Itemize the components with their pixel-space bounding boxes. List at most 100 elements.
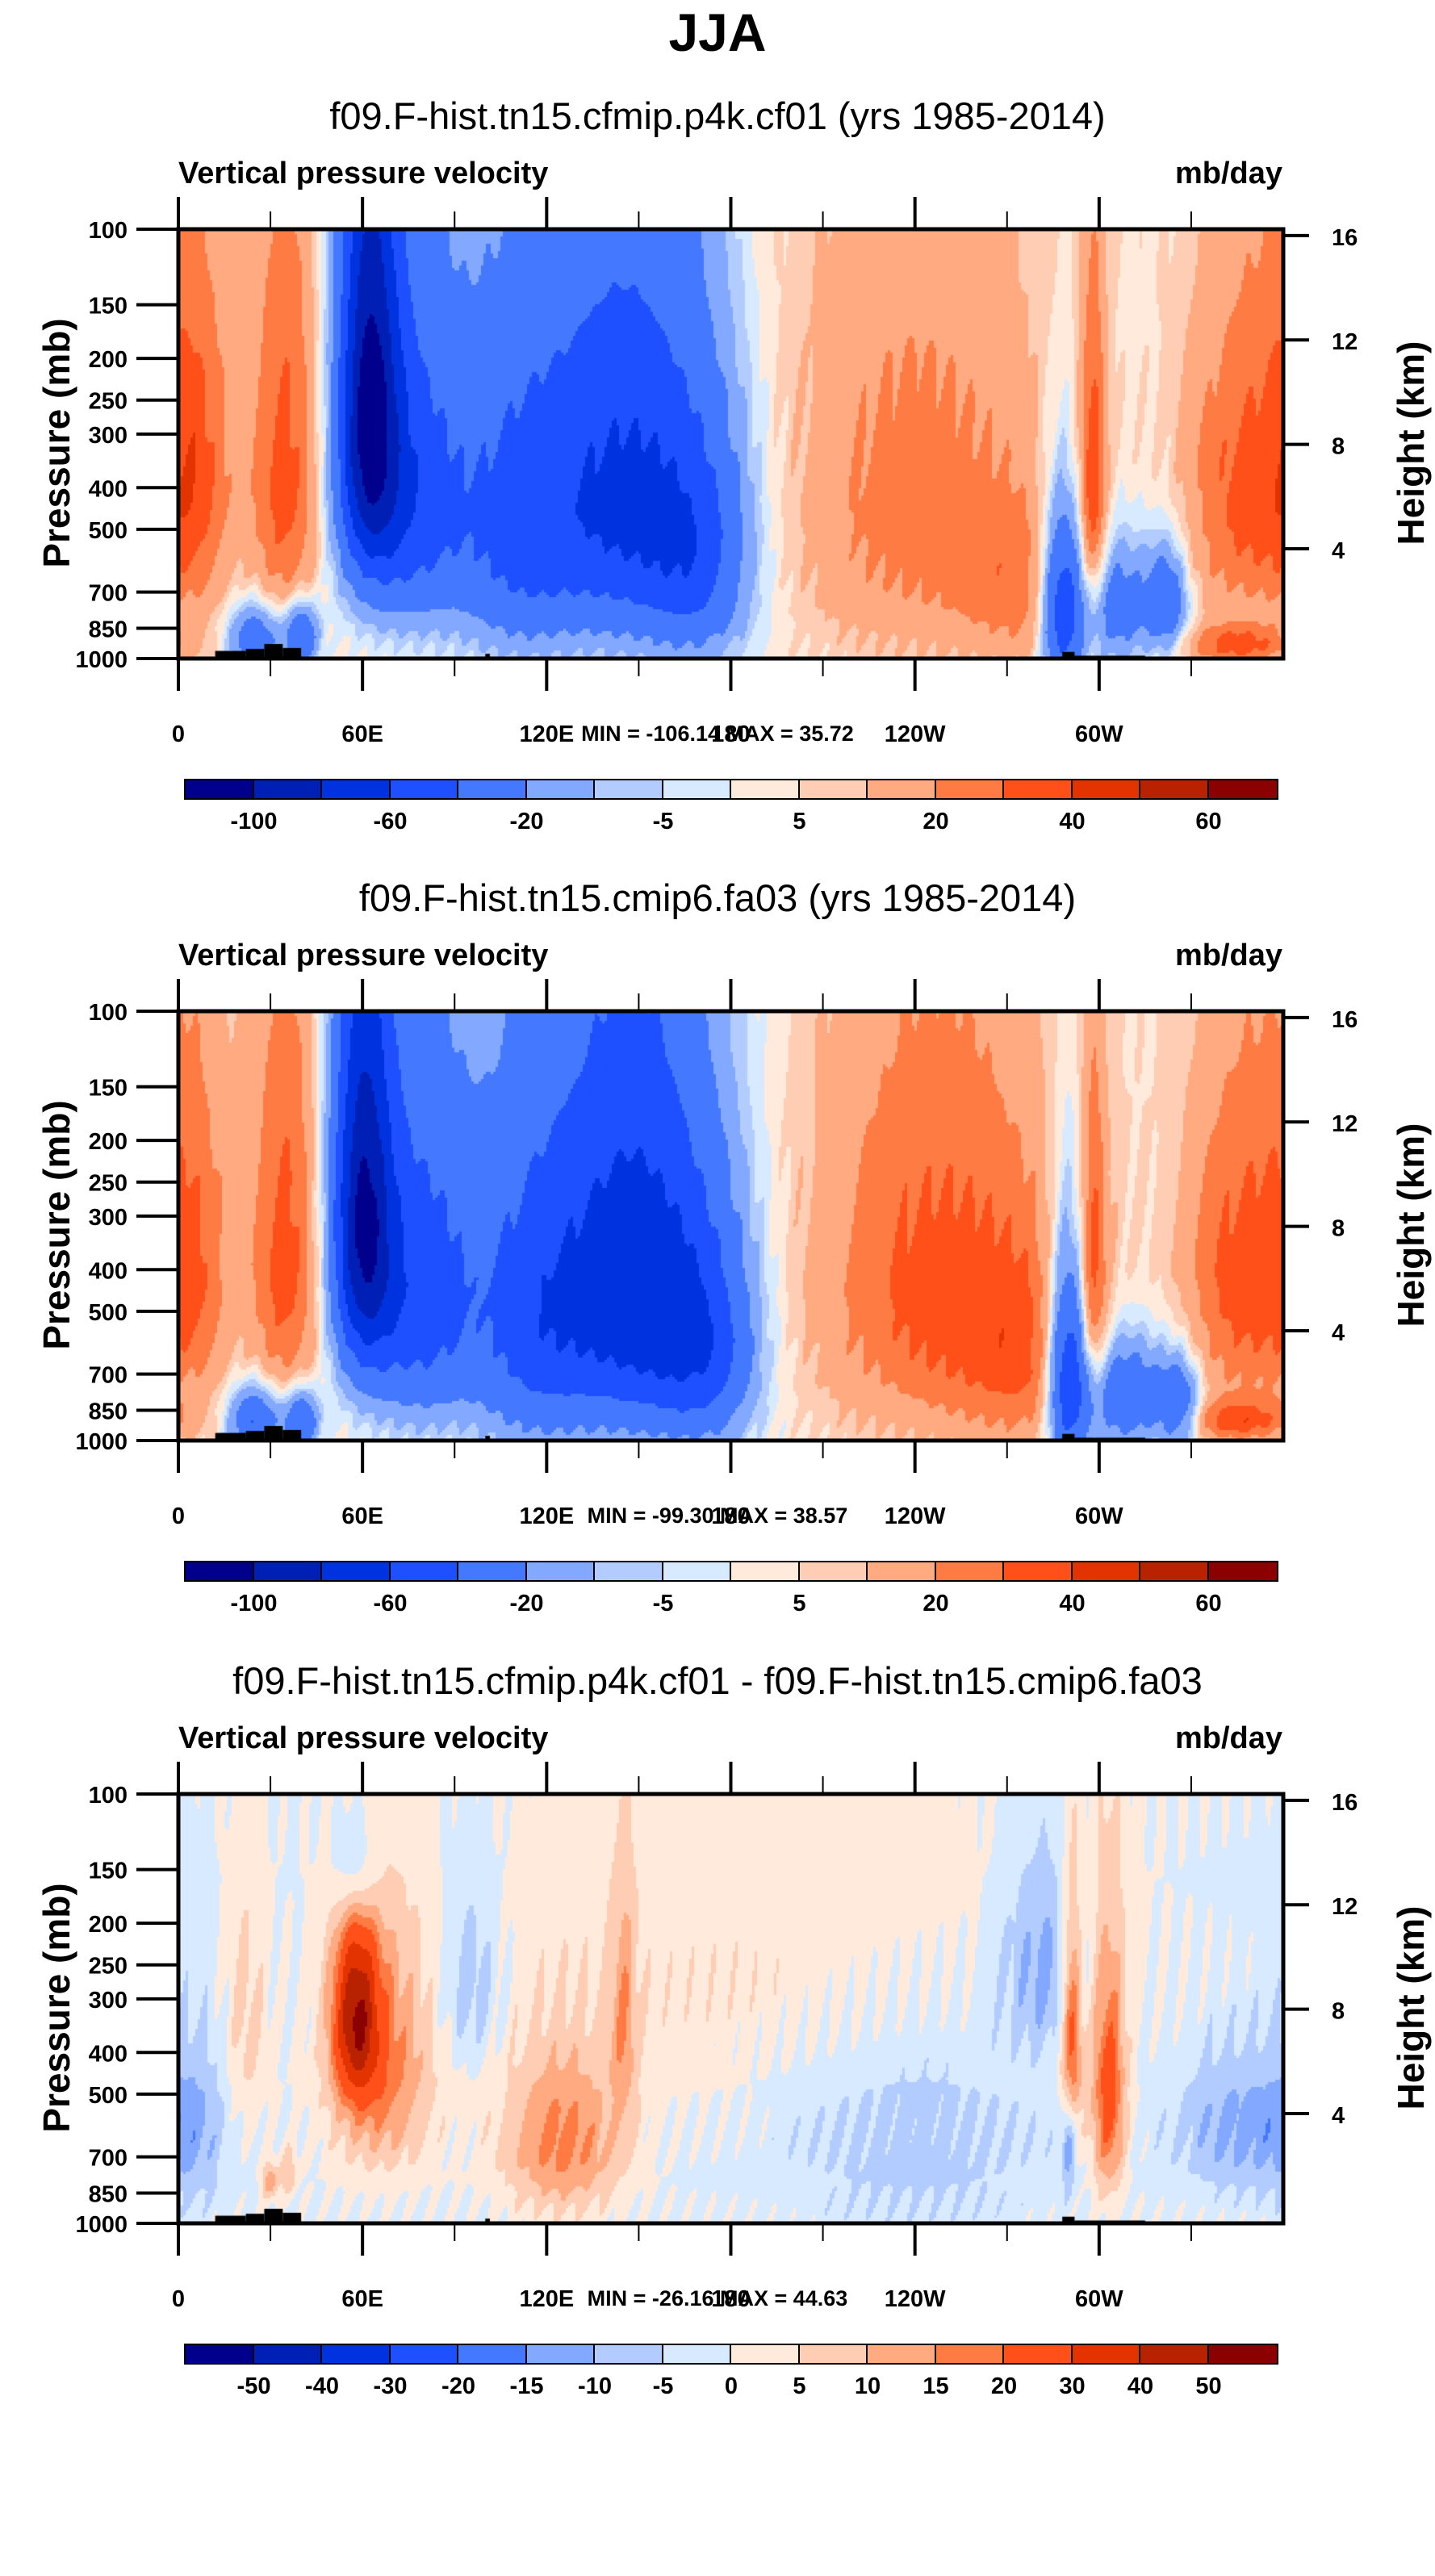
colorbar <box>184 1561 1278 1582</box>
colorbar-label: -100 <box>230 1591 278 1616</box>
y2-tick-label: 8 <box>1332 434 1345 460</box>
colorbar-box <box>595 780 663 798</box>
y-tick-label: 500 <box>89 1300 128 1326</box>
colorbar-box <box>595 2345 663 2363</box>
colorbar-box <box>1208 780 1277 798</box>
y-axis-label: Pressure (mb) <box>36 1100 77 1350</box>
y-tick-label: 400 <box>89 1258 128 1284</box>
colorbar-box <box>663 2345 731 2363</box>
colorbar-box <box>390 2345 458 2363</box>
min-max-label: MIN = -106.14 MAX = 35.72 <box>581 721 854 746</box>
y-tick-label: 150 <box>89 1076 128 1102</box>
y-tick-label: 1000 <box>75 647 128 673</box>
colorbar-box <box>868 1562 936 1580</box>
panel-title: f09.F-hist.tn15.cfmip.p4k.cf01 (yrs 1985… <box>329 94 1106 137</box>
colorbar-box <box>1004 780 1073 798</box>
colorbar-label: -60 <box>373 809 408 834</box>
colorbar-label: -50 <box>236 2373 271 2399</box>
colorbar-box <box>322 1562 391 1580</box>
colorbar-box <box>1004 1562 1073 1580</box>
y-axis-label: Pressure (mb) <box>36 1883 77 2133</box>
colorbar-box <box>253 780 322 798</box>
y2-tick-label: 8 <box>1332 1999 1345 2025</box>
colorbar-label: -100 <box>230 809 278 834</box>
colorbar-box <box>526 2345 595 2363</box>
colorbar-label: 40 <box>1059 1591 1086 1616</box>
colorbar-box <box>799 1562 868 1580</box>
y2-axis-label: Height (km) <box>1390 341 1432 546</box>
colorbar-label: 15 <box>922 2373 949 2399</box>
colorbar-box <box>1140 780 1209 798</box>
y-tick-label: 300 <box>89 423 128 449</box>
colorbar-label: -10 <box>578 2373 612 2399</box>
y2-tick-label: 16 <box>1332 1007 1358 1033</box>
y-tick-label: 150 <box>89 294 128 320</box>
colorbar-label: -5 <box>652 1591 674 1616</box>
y2-tick-label: 4 <box>1332 2103 1345 2129</box>
colorbar-label: 50 <box>1195 2373 1222 2399</box>
colorbar-box <box>1140 2345 1209 2363</box>
colorbar-label: 5 <box>793 2373 806 2399</box>
y2-axis-label: Height (km) <box>1390 1123 1432 1328</box>
left-string: Vertical pressure velocity <box>178 157 549 190</box>
y-tick-label: 400 <box>89 2041 128 2067</box>
colorbar-box <box>1208 2345 1277 2363</box>
y2-tick-label: 4 <box>1332 538 1345 564</box>
y-tick-label: 700 <box>89 581 128 607</box>
colorbar-box <box>1072 780 1140 798</box>
colorbar-label: 40 <box>1127 2373 1154 2399</box>
colorbar-box <box>1208 1562 1277 1580</box>
colorbar-label: 0 <box>724 2373 738 2399</box>
y-tick-label: 850 <box>89 617 128 642</box>
y-tick-label: 700 <box>89 1363 128 1389</box>
contour-field <box>178 1794 1283 2223</box>
colorbar-box <box>1072 1562 1140 1580</box>
colorbar-label: 20 <box>922 1591 949 1616</box>
y-tick-label: 300 <box>89 1205 128 1231</box>
left-string: Vertical pressure velocity <box>178 939 549 972</box>
colorbar-box <box>799 2345 868 2363</box>
y-tick-label: 300 <box>89 1988 128 2014</box>
y-tick-label: 200 <box>89 1912 128 1938</box>
y-tick-label: 500 <box>89 518 128 544</box>
y-tick-label: 200 <box>89 1129 128 1155</box>
y2-tick-label: 16 <box>1332 225 1358 251</box>
y-tick-label: 850 <box>89 2181 128 2207</box>
colorbar-box <box>663 780 731 798</box>
colorbar-label: -60 <box>373 1591 408 1616</box>
colorbar-label: 20 <box>922 809 949 834</box>
right-string: mb/day <box>1174 939 1282 972</box>
panel-title: f09.F-hist.tn15.cmip6.fa03 (yrs 1985-201… <box>358 876 1077 919</box>
panel-3: f09.F-hist.tn15.cfmip.p4k.cf01 - f09.F-h… <box>0 1659 1435 2576</box>
y-tick-label: 1000 <box>75 1429 128 1455</box>
y-tick-label: 700 <box>89 2146 128 2172</box>
y2-axis-label: Height (km) <box>1390 1905 1432 2110</box>
colorbar-box <box>663 1562 731 1580</box>
colorbar-label: -20 <box>441 2373 475 2399</box>
y2-tick-label: 12 <box>1332 1894 1358 1920</box>
colorbar-box <box>731 2345 800 2363</box>
y-axis-label: Pressure (mb) <box>36 318 77 568</box>
right-string: mb/day <box>1174 1721 1282 1755</box>
colorbar-box <box>1072 2345 1140 2363</box>
y-tick-label: 150 <box>89 1859 128 1884</box>
colorbar-box <box>458 2345 527 2363</box>
colorbar <box>184 779 1278 800</box>
y2-tick-label: 16 <box>1332 1790 1358 1816</box>
y2-tick-label: 12 <box>1332 1111 1358 1137</box>
colorbar-box <box>526 1562 595 1580</box>
left-string: Vertical pressure velocity <box>178 1721 549 1755</box>
colorbar-label: -20 <box>509 809 544 834</box>
colorbar-box <box>935 1562 1004 1580</box>
colorbar-box <box>1140 1562 1209 1580</box>
colorbar-label: -20 <box>509 1591 544 1616</box>
min-max-label: MIN = -26.16 MAX = 44.63 <box>587 2286 848 2310</box>
colorbar-box <box>935 780 1004 798</box>
colorbar-label: 30 <box>1059 2373 1086 2399</box>
colorbar-box <box>186 2345 254 2363</box>
colorbar-box <box>322 780 391 798</box>
y-tick-label: 500 <box>89 2083 128 2109</box>
colorbar-box <box>731 780 800 798</box>
colorbar-label: -5 <box>652 2373 674 2399</box>
min-max-label: MIN = -99.30 MAX = 38.57 <box>587 1503 848 1528</box>
